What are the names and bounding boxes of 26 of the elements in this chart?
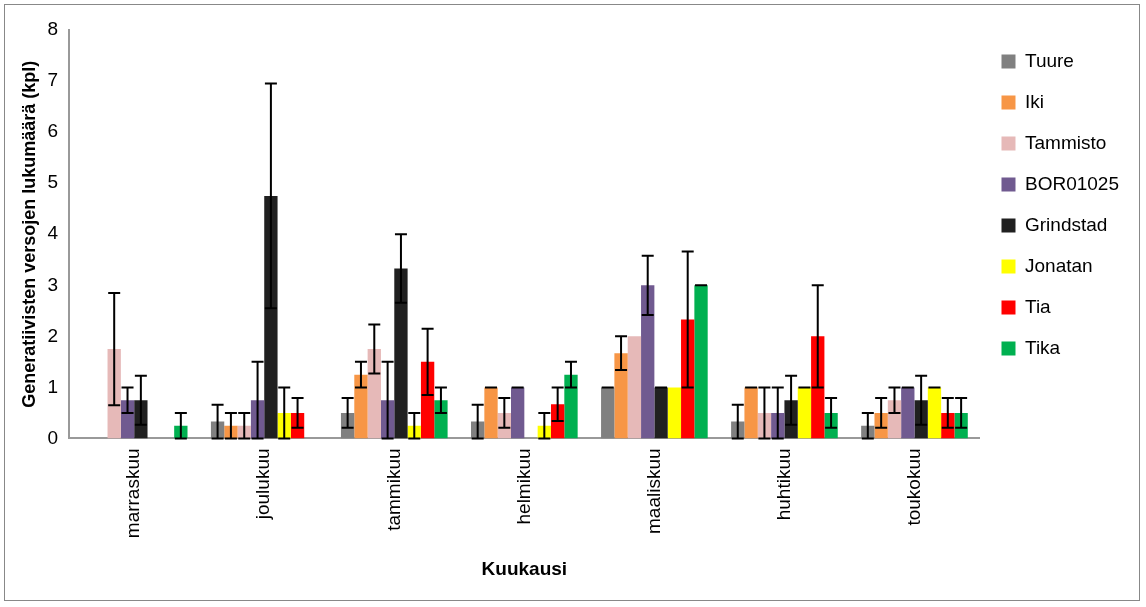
x-tick-label: huhtikuu (772, 448, 794, 521)
y-tick-label: 3 (47, 273, 59, 295)
x-tick-label: maaliskuu (642, 448, 664, 534)
y-tick-label: 1 (47, 375, 59, 397)
y-tick-label: 2 (47, 324, 59, 346)
legend-label: Tammisto (1024, 131, 1107, 153)
y-tick-label: 5 (47, 171, 59, 193)
x-tick-label: marraskuu (122, 448, 144, 539)
x-tick-label: toukokuu (902, 448, 924, 526)
legend-label: Tika (1024, 336, 1061, 358)
x-tick-label: tammikuu (382, 448, 404, 531)
y-tick-label: 6 (47, 120, 59, 142)
legend-label: Tia (1024, 295, 1052, 317)
legend-label: Iki (1024, 90, 1044, 112)
y-tick-label: 8 (47, 18, 59, 40)
y-tick-label: 0 (47, 426, 59, 448)
y-axis-title: Generatiivisten versojen lukumäärä (kpl) (18, 60, 39, 408)
x-tick-label: joulukuu (252, 448, 274, 521)
y-tick-label: 7 (47, 69, 59, 91)
legend-label: BOR01025 (1024, 172, 1120, 194)
legend-label: Jonatan (1024, 254, 1093, 276)
legend-label: Grindstad (1024, 213, 1108, 235)
x-tick-label: helmikuu (512, 448, 534, 525)
legend-label: Tuure (1024, 49, 1074, 71)
x-axis-title: Kuukausi (481, 557, 568, 579)
y-tick-label: 4 (47, 222, 59, 244)
